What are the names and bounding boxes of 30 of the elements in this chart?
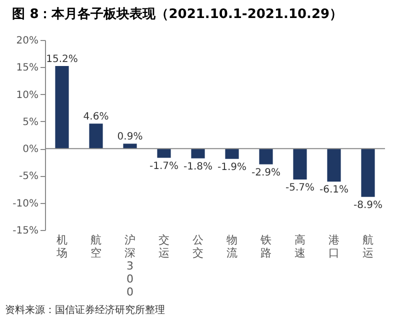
y-tick-label: 5% — [22, 116, 38, 128]
x-tick-label: 机场 — [56, 234, 68, 260]
x-tick-label: 航空 — [90, 234, 102, 260]
data-label: 15.2% — [46, 54, 78, 66]
x-tick-label: 公交 — [192, 234, 204, 260]
x-tick-label: 交运 — [158, 234, 170, 260]
y-tick-label: 15% — [16, 62, 38, 74]
data-label: -1.7% — [149, 160, 179, 172]
x-tick-label: 沪深300 — [124, 234, 136, 298]
x-tick-label: 铁路 — [260, 234, 272, 260]
data-label: -6.1% — [319, 184, 349, 196]
data-label: 0.9% — [117, 132, 143, 143]
y-tick-label: -5% — [19, 171, 38, 182]
x-tick-label: 高速 — [294, 234, 306, 260]
y-tick-label: 20% — [16, 36, 38, 46]
x-tick-label: 物流 — [226, 234, 238, 260]
data-label: 4.6% — [83, 112, 109, 123]
y-tick-label: -10% — [12, 198, 38, 210]
text: 资料来源：国信证券经济研究所整理 — [5, 304, 165, 316]
data-label: -8.9% — [353, 200, 383, 211]
y-tick-label: 10% — [16, 90, 38, 101]
y-tick-label: -15% — [12, 226, 38, 236]
x-tick-label: 航运 — [362, 234, 374, 260]
data-label: -2.9% — [251, 167, 281, 178]
x-tick-label: 港口 — [328, 234, 340, 260]
data-label: -5.7% — [285, 182, 315, 194]
data-label: -1.9% — [217, 162, 247, 173]
chart-title: 图 8：本月各子板块表现（2021.10.1-2021.10.29） — [12, 7, 343, 22]
y-tick-label: 0% — [22, 144, 38, 156]
data-label: -1.8% — [183, 161, 213, 172]
